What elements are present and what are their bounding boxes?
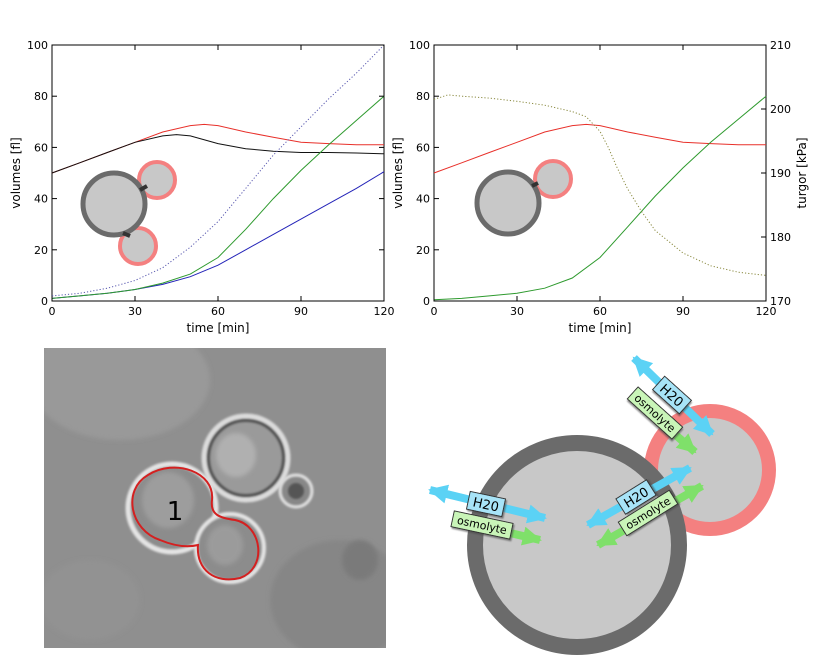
- y2-tick-label: 180: [770, 231, 791, 244]
- y-tick-label: 20: [416, 244, 430, 257]
- y-axis-label: volumes [fl]: [9, 137, 23, 208]
- y-tick-label: 0: [41, 295, 48, 308]
- y2-tick-label: 190: [770, 167, 791, 180]
- x-tick-label: 120: [374, 305, 395, 318]
- x-axis-label: time [min]: [187, 321, 250, 335]
- y2-tick-label: 210: [770, 39, 791, 52]
- y-tick-label: 60: [34, 141, 48, 154]
- x-tick-label: 60: [593, 305, 607, 318]
- budding-cell-inset-icon: [474, 159, 573, 237]
- y-tick-label: 40: [416, 193, 430, 206]
- y-tick-label: 20: [34, 244, 48, 257]
- mother-cell: [467, 435, 687, 655]
- x-tick-label: 60: [211, 305, 225, 318]
- y-tick-label: 0: [423, 295, 430, 308]
- x-tick-label: 30: [128, 305, 142, 318]
- y-axis-label: volumes [fl]: [391, 137, 405, 208]
- x-tick-label: 0: [431, 305, 438, 318]
- micrograph-cell-upper: [201, 413, 314, 509]
- x-tick-label: 0: [49, 305, 56, 318]
- budding-cell-inset-icon: [80, 160, 177, 266]
- plot-series-group: [433, 94, 767, 301]
- cell-transport-schematic: H20 osmolyte H20 osmolyte H20 osmolyte: [428, 355, 776, 655]
- x-tick-label: 30: [510, 305, 524, 318]
- plot-frame: [433, 44, 767, 302]
- cell-outline: [131, 466, 260, 581]
- y2-tick-label: 170: [770, 295, 791, 308]
- series-line-turgor: [433, 94, 767, 276]
- micrograph-cell-outlined: 1: [125, 461, 266, 584]
- x-tick-label: 120: [756, 305, 777, 318]
- x-axis-label: time [min]: [569, 321, 632, 335]
- series-line-dotted-volume: [51, 44, 385, 297]
- series-line-total-volume: [433, 123, 766, 174]
- svg-text:H20: H20: [471, 495, 500, 515]
- tick-group: 0 30 60 90 120 0 20 40 60 80 100: [27, 39, 395, 318]
- plot-series-group: [51, 44, 385, 299]
- y-tick-label: 100: [27, 39, 48, 52]
- y2-axis-label: turgor [kPa]: [795, 137, 809, 208]
- tick-group: 0 30 60 90 120 0 20 40 60 80 100 170 180 190 200 210: [409, 39, 791, 318]
- y-tick-label: 100: [409, 39, 430, 52]
- series-line-bud-target: [51, 95, 385, 299]
- yeast-micrograph: 1: [44, 348, 386, 648]
- x-tick-label: 90: [294, 305, 308, 318]
- y-tick-label: 80: [416, 90, 430, 103]
- volume-turgor-plot-right: 0 30 60 90 120 0 20 40 60 80 100 170 180 190 200 210 ti…: [391, 39, 809, 335]
- y2-tick-label: 200: [770, 103, 791, 116]
- y-tick-label: 80: [34, 90, 48, 103]
- series-line-mother-volume: [51, 134, 385, 174]
- y-tick-label: 40: [34, 193, 48, 206]
- y-tick-label: 60: [416, 141, 430, 154]
- cell-number-label: 1: [167, 497, 184, 527]
- series-line-bud-volume: [433, 95, 767, 301]
- x-tick-label: 90: [676, 305, 690, 318]
- volume-plot-left: 0 30 60 90 120 0 20 40 60 80 100 time [min] volume…: [9, 39, 395, 335]
- mother-water-label: H20: [465, 490, 507, 518]
